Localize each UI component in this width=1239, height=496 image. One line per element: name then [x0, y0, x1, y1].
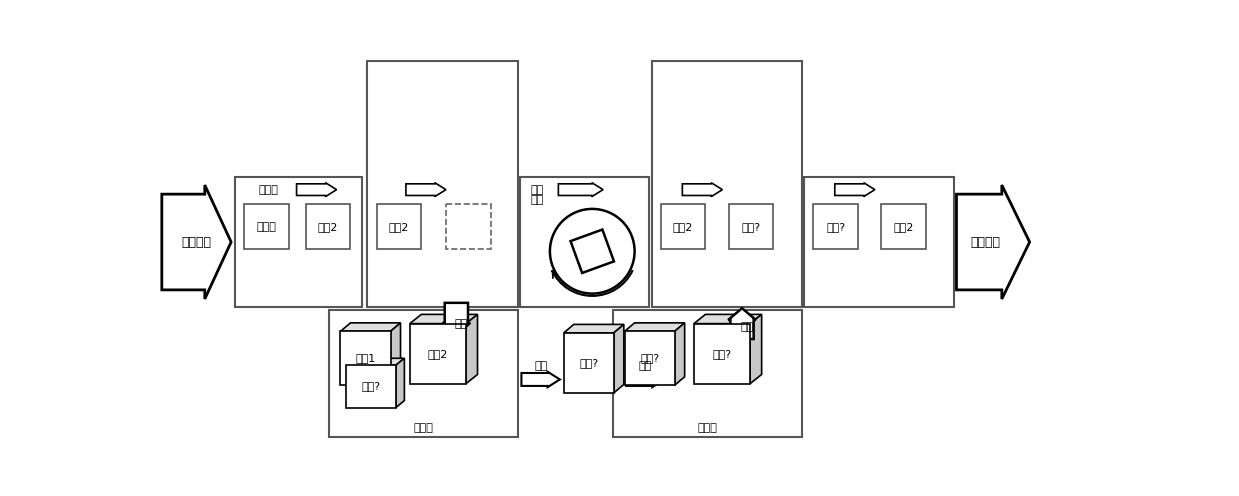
- Bar: [520, 178, 649, 307]
- Polygon shape: [346, 358, 404, 365]
- Circle shape: [550, 209, 634, 294]
- Bar: [804, 178, 954, 307]
- Bar: [694, 323, 750, 384]
- Text: 测试分选: 测试分选: [970, 236, 1000, 248]
- Polygon shape: [683, 183, 722, 196]
- Bar: [346, 365, 396, 408]
- Bar: [377, 204, 421, 249]
- Text: 批次2: 批次2: [673, 222, 694, 232]
- Polygon shape: [729, 308, 756, 339]
- Polygon shape: [296, 183, 337, 196]
- Text: 下料: 下料: [455, 319, 467, 329]
- Text: 搬运: 搬运: [534, 361, 548, 371]
- Text: 上料区: 上料区: [698, 423, 717, 433]
- Bar: [813, 204, 857, 249]
- Text: 批次2: 批次2: [389, 222, 409, 232]
- Text: 批次?: 批次?: [741, 222, 761, 232]
- Text: 传送带: 传送带: [258, 185, 278, 194]
- Polygon shape: [675, 323, 685, 385]
- Polygon shape: [410, 314, 477, 323]
- Text: 翻转: 翻转: [639, 361, 652, 371]
- Bar: [652, 61, 802, 307]
- Polygon shape: [390, 323, 400, 385]
- Text: 批次?: 批次?: [362, 381, 380, 391]
- Bar: [328, 310, 518, 437]
- Polygon shape: [406, 183, 446, 196]
- Bar: [881, 204, 926, 249]
- Bar: [564, 333, 613, 393]
- Text: 批次?: 批次?: [826, 222, 845, 232]
- Text: 下料区: 下料区: [414, 423, 434, 433]
- Text: 翻转: 翻转: [530, 185, 544, 194]
- Bar: [613, 310, 802, 437]
- Bar: [306, 204, 351, 249]
- Text: 电池片: 电池片: [256, 222, 276, 232]
- Text: 批次1: 批次1: [356, 353, 375, 363]
- Text: 批次?: 批次?: [641, 353, 659, 363]
- Polygon shape: [442, 303, 471, 335]
- Bar: [235, 178, 362, 307]
- Text: 批次?: 批次?: [712, 349, 731, 359]
- Text: 上料: 上料: [740, 322, 753, 332]
- Polygon shape: [613, 324, 623, 393]
- Bar: [729, 204, 773, 249]
- Bar: [368, 61, 518, 307]
- Polygon shape: [466, 314, 477, 384]
- Polygon shape: [957, 185, 1030, 299]
- Bar: [446, 204, 491, 249]
- Polygon shape: [564, 324, 623, 333]
- Polygon shape: [559, 183, 603, 196]
- Text: 批次2: 批次2: [893, 222, 913, 232]
- Bar: [660, 204, 705, 249]
- Text: 批次?: 批次?: [579, 358, 598, 368]
- Polygon shape: [522, 372, 560, 387]
- Bar: [244, 204, 289, 249]
- Text: 批次2: 批次2: [427, 349, 449, 359]
- Bar: [624, 331, 675, 385]
- Polygon shape: [341, 323, 400, 331]
- Polygon shape: [162, 185, 232, 299]
- Bar: [341, 331, 390, 385]
- Polygon shape: [570, 230, 615, 273]
- Bar: [410, 323, 466, 384]
- Polygon shape: [624, 323, 685, 331]
- Text: 装置: 装置: [530, 195, 544, 205]
- Polygon shape: [750, 314, 762, 384]
- Polygon shape: [396, 358, 404, 408]
- Polygon shape: [835, 183, 875, 196]
- Text: 印刷烧结: 印刷烧结: [181, 236, 212, 248]
- Text: 批次2: 批次2: [318, 222, 338, 232]
- Polygon shape: [626, 372, 664, 387]
- Polygon shape: [694, 314, 762, 323]
